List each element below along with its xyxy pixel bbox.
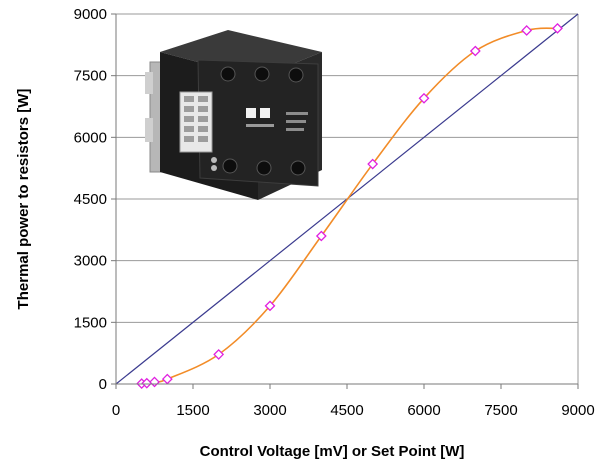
data-point: [367, 158, 379, 170]
series-layer: [115, 13, 579, 390]
data-point: [149, 376, 160, 388]
axes: 0 1500 3000 4500 6000 7500 9000 0 1500 3000 4500 60…: [74, 6, 595, 419]
data-point: [315, 230, 327, 242]
y-tick-label: 9000: [74, 6, 107, 23]
data-point: [264, 300, 276, 312]
y-tick-label: 6000: [74, 129, 107, 146]
x-tick-label: 1500: [176, 402, 209, 419]
x-axis-label: Control Voltage [mV] or Set Point [W]: [200, 443, 465, 460]
x-tick-label: 0: [112, 402, 120, 419]
data-point: [213, 348, 225, 360]
y-tick-label: 3000: [74, 253, 107, 270]
x-tick-label: 3000: [253, 402, 286, 419]
data-point: [552, 22, 563, 34]
data-point: [469, 45, 481, 57]
y-tick-label: 1500: [74, 314, 107, 331]
y-tick-label: 4500: [74, 191, 107, 208]
x-tick-label: 6000: [407, 402, 440, 419]
x-tick-label: 9000: [561, 402, 594, 419]
data-point: [418, 92, 430, 104]
data-point: [161, 373, 173, 385]
x-tick-label: 7500: [484, 402, 517, 419]
x-tick-label: 4500: [330, 402, 363, 419]
y-tick-label: 7500: [74, 68, 107, 85]
data-point: [521, 25, 533, 36]
y-tick-label: 0: [99, 376, 107, 393]
y-axis-label: Thermal power to resistors [W]: [15, 89, 32, 310]
controller-photo: [145, 30, 322, 200]
